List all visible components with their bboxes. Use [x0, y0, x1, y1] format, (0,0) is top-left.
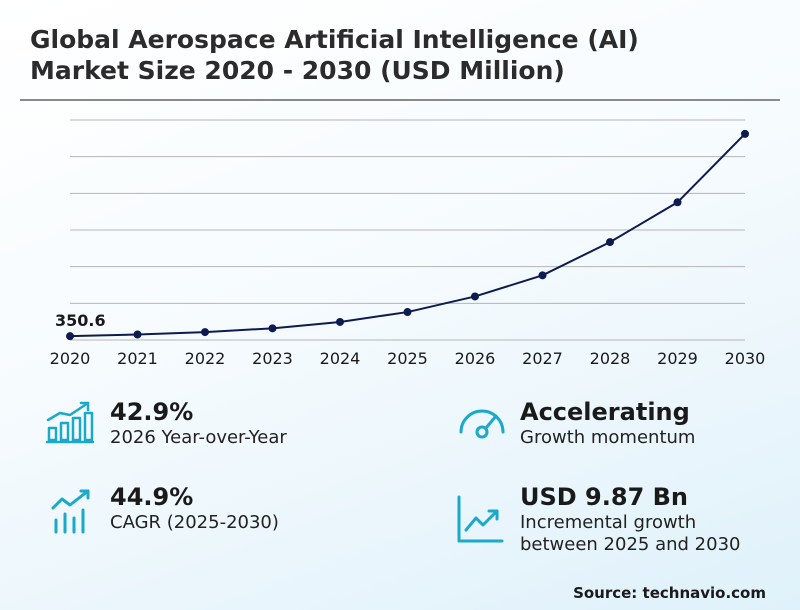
x-tick-label: 2026: [455, 349, 496, 368]
stat-cagr-value: 44.9%: [110, 483, 194, 511]
stat-incremental: USD 9.87 Bn Incremental growth between 2…: [520, 482, 740, 556]
x-tick-label: 2027: [522, 349, 563, 368]
stat-incremental-value: USD 9.87 Bn: [520, 483, 688, 511]
title-line-2: Market Size 2020 - 2030 (USD Million): [30, 56, 565, 85]
title-divider: [20, 99, 780, 101]
stat-momentum: Accelerating Growth momentum: [520, 397, 695, 449]
gauge-icon: [459, 409, 505, 439]
title-line-1: Global Aerospace Artificial Intelligence…: [30, 25, 639, 54]
data-point: [606, 238, 614, 247]
line-chart: 2020 2021 2022 2023 2024 2025 2026 2027 2028 2029…: [50, 119, 766, 368]
line-growth-icon: [457, 495, 504, 543]
stat-yoy-desc: 2026 Year-over-Year: [110, 427, 287, 448]
x-tick-label: 2028: [590, 349, 631, 368]
x-tick-label: 2023: [252, 349, 293, 368]
stat-momentum-desc: Growth momentum: [520, 427, 696, 448]
x-tick-label: 2029: [657, 349, 698, 368]
stat-yoy-value: 42.9%: [110, 398, 194, 426]
x-tick-label: 2022: [185, 349, 226, 368]
x-tick-label: 2024: [320, 349, 361, 368]
stat-cagr-desc: CAGR (2025-2030): [110, 512, 279, 533]
data-point: [538, 271, 547, 280]
stat-incremental-desc-2: between 2025 and 2030: [520, 534, 741, 555]
data-point: [673, 198, 682, 207]
data-label: 350.6: [55, 311, 106, 330]
source-credit: Source: technavio.com: [573, 584, 766, 602]
x-tick-label: 2020: [50, 349, 91, 368]
x-tick-label: 2025: [387, 349, 428, 368]
trend-bars-icon: [51, 489, 90, 534]
data-point: [66, 332, 74, 341]
stat-cagr: 44.9% CAGR (2025-2030): [110, 482, 279, 534]
x-tick-label: 2021: [117, 349, 158, 368]
x-tick-label: 2030: [725, 349, 766, 368]
data-point: [336, 317, 344, 326]
stat-incremental-desc-1: Incremental growth: [520, 512, 697, 533]
series-line: [69, 133, 746, 338]
data-point: [201, 328, 209, 337]
bar-chart-growth-icon: [46, 401, 94, 444]
stat-yoy: 42.9% 2026 Year-over-Year: [110, 397, 287, 449]
data-point: [268, 324, 277, 333]
stat-momentum-value: Accelerating: [520, 398, 690, 426]
data-point: [471, 292, 479, 301]
chart-title: Global Aerospace Artificial Intelligence…: [30, 24, 770, 86]
data-point: [133, 330, 142, 339]
data-point: [741, 129, 749, 138]
data-point: [403, 308, 412, 317]
